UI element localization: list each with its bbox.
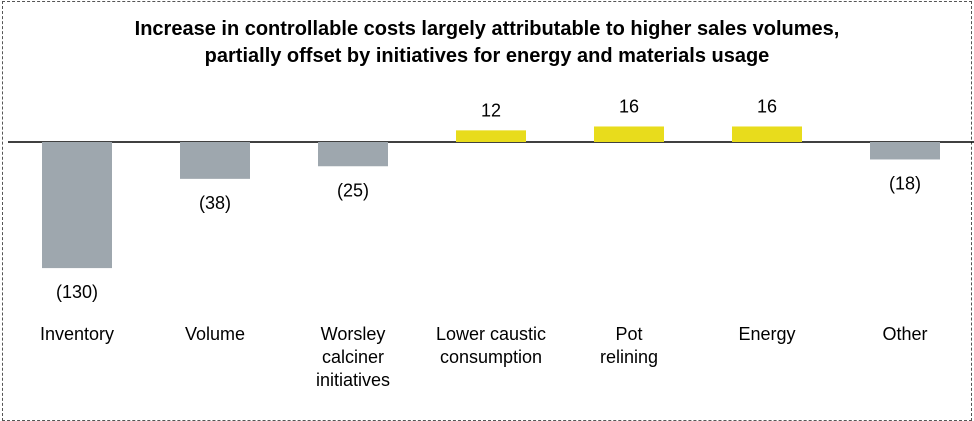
value-label-1: (38) xyxy=(199,193,231,213)
bar-5 xyxy=(732,126,802,142)
bar-chart: (130) Inventory (38) Volume (25) Worsley calci… xyxy=(8,96,974,390)
bar-3 xyxy=(456,130,526,142)
bar-0 xyxy=(42,142,112,269)
category-label-2: Worsley calciner initiatives xyxy=(316,324,390,390)
chart-title-line-2: partially offset by initiatives for ener… xyxy=(204,45,770,67)
value-label-3: 12 xyxy=(481,100,501,120)
bar-1 xyxy=(180,142,250,179)
value-label-2: (25) xyxy=(337,180,369,200)
category-label-1: Volume xyxy=(185,324,245,344)
value-label-6: (18) xyxy=(889,173,921,193)
category-label-6: Other xyxy=(882,324,927,344)
category-label-3: Lower caustic consumption xyxy=(436,324,546,367)
bar-6 xyxy=(870,142,940,160)
chart-title-line-1: Increase in controllable costs largely a… xyxy=(134,18,840,40)
value-label-0: (130) xyxy=(56,282,98,302)
bar-2 xyxy=(318,142,388,167)
value-label-5: 16 xyxy=(757,96,777,116)
chart-title: Increase in controllable costs largely a… xyxy=(0,16,974,70)
value-label-4: 16 xyxy=(619,96,639,116)
category-label-0: Inventory xyxy=(40,324,114,344)
category-label-4: Pot relining xyxy=(600,324,658,367)
category-label-5: Energy xyxy=(738,324,795,344)
bar-4 xyxy=(594,126,664,142)
